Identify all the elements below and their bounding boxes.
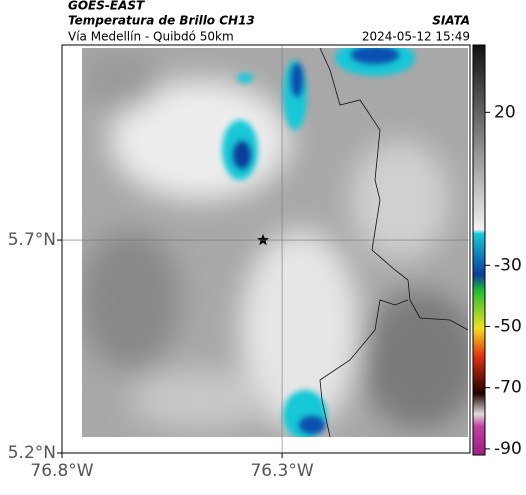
colorbar-label: -30	[494, 255, 522, 275]
lat-tick-label: 5.7°N	[8, 230, 56, 250]
title: Temperatura de Brillo CH13	[68, 14, 255, 28]
colorbar-label: -50	[494, 316, 522, 336]
colorbar-label: -90	[494, 439, 522, 459]
colorbar	[472, 44, 486, 456]
datetime: 2024-05-12 15:49	[362, 30, 470, 44]
org: SIATA	[432, 14, 470, 28]
lon-tick-label: 76.8°W	[30, 461, 93, 481]
colorbar-label: 20	[494, 102, 516, 122]
location-marker	[257, 234, 269, 246]
colorbar-label: -70	[494, 378, 522, 398]
subtitle: Vía Medellín - Quibdó 50km	[68, 30, 234, 44]
source: GOES-EAST	[68, 0, 145, 13]
lon-tick-label: 76.3°W	[250, 461, 313, 481]
lat-tick-label: 5.2°N	[8, 443, 56, 463]
imagery	[82, 48, 468, 437]
border	[319, 48, 468, 437]
